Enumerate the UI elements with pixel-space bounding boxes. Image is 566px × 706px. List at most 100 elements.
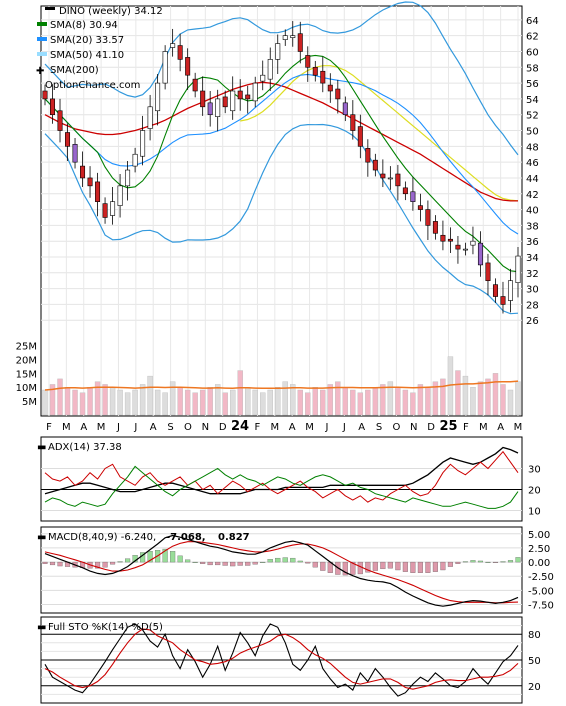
adx-panel: 10 20 30 ▬ ADX(14) 37.38 bbox=[37, 436, 541, 522]
candle bbox=[380, 159, 386, 188]
volume-bar bbox=[169, 381, 176, 416]
sma20-line bbox=[44, 73, 519, 235]
volume-bar bbox=[395, 387, 401, 416]
x-month-label: J bbox=[116, 422, 120, 433]
candle bbox=[350, 100, 356, 140]
candle bbox=[140, 115, 146, 166]
volume-bar bbox=[402, 389, 409, 416]
candle-body bbox=[357, 126, 363, 147]
price-y-tick-label: 34 bbox=[526, 253, 539, 264]
candle bbox=[222, 90, 228, 114]
volume-bar bbox=[477, 381, 484, 416]
volume-bar bbox=[154, 389, 161, 416]
price-panel: 26 28 30 32 34 36 38 40 42 44 46 48 50 52 54 56 58 60 62 64… bbox=[16, 1, 539, 417]
candle bbox=[125, 160, 131, 201]
volume-bar bbox=[87, 387, 93, 416]
stochastic-y-tick-label: 80 bbox=[528, 630, 541, 641]
candle-body bbox=[492, 284, 498, 297]
candle-body bbox=[507, 280, 513, 301]
price-y-tick-label: 28 bbox=[526, 300, 539, 311]
candle bbox=[500, 281, 506, 314]
candle-body bbox=[192, 78, 198, 92]
volume-bar bbox=[425, 387, 431, 416]
macd-y-tick-label: -2.50 bbox=[528, 572, 554, 583]
candle bbox=[432, 215, 438, 240]
volume-bar bbox=[252, 389, 258, 416]
x-month-label: A bbox=[289, 422, 296, 433]
macd-histogram-bar bbox=[395, 561, 401, 571]
macd-histogram-bar bbox=[462, 561, 468, 563]
volume-bar bbox=[410, 392, 416, 416]
volume-bar bbox=[492, 373, 499, 416]
volume-y-tick-label: 10M bbox=[16, 383, 37, 394]
adx-series-line bbox=[44, 465, 519, 509]
candle bbox=[57, 98, 63, 143]
candle bbox=[365, 139, 371, 177]
macd-histogram-bar bbox=[470, 560, 476, 563]
adx-legend-marker: ▬ bbox=[37, 442, 46, 453]
candle bbox=[147, 94, 153, 141]
candle bbox=[290, 21, 296, 47]
candle-body bbox=[515, 255, 521, 283]
candle-body bbox=[380, 173, 386, 179]
volume-bar bbox=[199, 389, 206, 416]
candle bbox=[230, 76, 236, 120]
x-month-label: J bbox=[342, 422, 346, 433]
candle-body bbox=[132, 153, 138, 167]
volume-bar bbox=[57, 378, 63, 416]
x-month-label: D bbox=[219, 422, 227, 433]
legend-sma20: SMA(20) 33.57 bbox=[50, 35, 124, 46]
candle-body bbox=[365, 148, 371, 163]
macd-histogram-bar bbox=[192, 561, 198, 563]
candle bbox=[252, 76, 258, 108]
macd-histogram-bar bbox=[222, 561, 228, 566]
macd-legend-marker: ▬ bbox=[37, 532, 46, 543]
candle bbox=[402, 181, 408, 201]
adx-series-line bbox=[44, 450, 519, 503]
stochastic-lines bbox=[44, 623, 519, 697]
volume-bar bbox=[282, 381, 288, 416]
bollinger-lower-line bbox=[44, 123, 519, 315]
volume-bar bbox=[207, 387, 213, 416]
watermark: OptionChance.com bbox=[45, 80, 140, 91]
candle bbox=[260, 60, 266, 91]
candle-body bbox=[335, 88, 341, 100]
volume-bar bbox=[335, 381, 341, 416]
volume-bar bbox=[297, 389, 303, 416]
candle-body bbox=[402, 187, 408, 195]
macd-histogram-bar bbox=[507, 560, 514, 563]
adx-y-tick-label: 30 bbox=[528, 465, 541, 476]
candle-body bbox=[42, 90, 48, 100]
x-month-label: D bbox=[427, 422, 435, 433]
candle-body bbox=[80, 165, 86, 179]
candle bbox=[492, 278, 498, 303]
price-y-tick-label: 62 bbox=[526, 32, 539, 43]
x-year-label: 24 bbox=[231, 419, 249, 434]
macd-histogram-bar bbox=[515, 557, 521, 563]
macd-histogram-bar bbox=[260, 561, 266, 563]
volume-bar bbox=[507, 389, 514, 416]
candle-body bbox=[477, 242, 483, 266]
x-month-label: M bbox=[305, 422, 314, 433]
macd-histogram-bar bbox=[305, 561, 311, 564]
legend-sma200-marker: ✚ bbox=[36, 66, 44, 77]
candle bbox=[447, 227, 453, 254]
volume-bar bbox=[49, 384, 56, 416]
price-y-tick-label: 54 bbox=[526, 95, 539, 106]
volume-y-tick-label: 20M bbox=[16, 355, 37, 366]
price-y-tick-label: 64 bbox=[526, 16, 539, 27]
adx-grid bbox=[41, 468, 522, 511]
candle-body bbox=[500, 296, 506, 305]
stochastic-panel: 20 50 80 ▬ Full STO %K(14) %D(5) bbox=[37, 616, 541, 704]
volume-bar bbox=[470, 387, 476, 416]
macd-histogram-bar bbox=[320, 561, 326, 571]
candle bbox=[357, 114, 363, 159]
candle bbox=[200, 76, 206, 116]
candle-body bbox=[387, 177, 393, 180]
candle-body bbox=[207, 102, 213, 116]
price-legend: DINO (weekly) 34.12 SMA(8) 30.94 SMA(20)… bbox=[36, 6, 163, 91]
candle bbox=[72, 138, 78, 169]
candle bbox=[50, 84, 56, 124]
price-y-tick-label: 60 bbox=[526, 47, 539, 58]
legend-sma8: SMA(8) 30.94 bbox=[50, 20, 118, 31]
